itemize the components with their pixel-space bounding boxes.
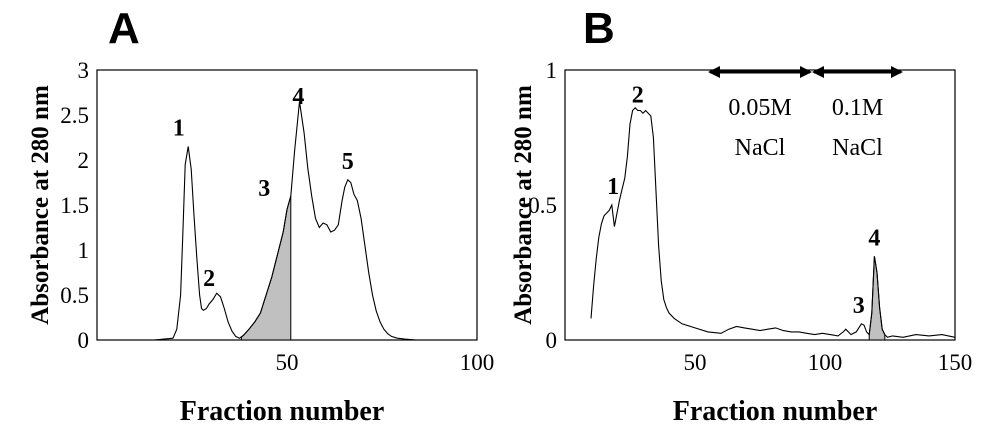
y-axis-title: Absorbance at 280 nm (27, 85, 54, 325)
annotation-concentration: 0.1M (832, 95, 883, 121)
peak-label: 2 (203, 266, 215, 292)
x-tick-label: 50 (684, 350, 707, 375)
series-line (97, 101, 477, 341)
peak-label: 3 (853, 293, 865, 319)
plot-frame (564, 69, 956, 341)
y-tick-label: 0.5 (60, 283, 89, 308)
peak-label: 5 (342, 149, 354, 175)
x-tick-label: 100 (460, 350, 495, 375)
x-tick-label: 50 (276, 350, 299, 375)
salt-gradient-annotations: 0.05M NaCl 0.1M NaCl (708, 66, 903, 161)
y-tick-label: 1 (78, 238, 90, 263)
arrow-head-left (812, 66, 824, 78)
y-tick-label: 1.5 (60, 193, 89, 218)
x-tick-label: 100 (808, 350, 843, 375)
arrow-head-right (800, 66, 812, 78)
y-tick-label: 0 (546, 328, 558, 353)
peak-labels: 1 2 3 4 (607, 82, 880, 319)
x-axis-title: Fraction number (673, 396, 878, 427)
y-tick-labels: 0 0.5 1 1.5 2 2.5 3 (60, 58, 89, 353)
peak-label: 2 (632, 82, 644, 108)
peak-label: 4 (292, 84, 304, 110)
y-tick-labels: 00.51 (528, 58, 557, 353)
peak-label: 1 (173, 116, 185, 142)
arrow-head-right (891, 66, 903, 78)
peak-labels: 1 2 3 4 5 (173, 84, 354, 292)
y-tick-label: 1 (546, 58, 558, 83)
y-tick-label: 2.5 (60, 103, 89, 128)
annotation-salt: NaCl (735, 135, 786, 161)
annotation-salt: NaCl (832, 135, 883, 161)
peak-label: 3 (258, 176, 270, 202)
annotation-concentration: 0.05M (728, 95, 791, 121)
peak-label: 4 (868, 226, 880, 252)
series-line (590, 107, 956, 338)
panel-label-a: A (108, 4, 140, 53)
arrow-head-left (708, 66, 720, 78)
y-axis-title: Absorbance at 280 nm (510, 85, 537, 325)
y-tick-label: 0.5 (528, 193, 557, 218)
x-tick-labels: 50 100 150 (684, 350, 973, 375)
panel-b: B Absorbance at 280 nm Fraction number 0… (510, 4, 972, 427)
y-tick-label: 3 (78, 58, 90, 83)
y-tick-label: 2 (78, 148, 90, 173)
panel-label-b: B (583, 4, 615, 53)
x-tick-label: 150 (938, 350, 973, 375)
shaded-peak-area (240, 195, 292, 341)
x-tick-labels: 50 100 (276, 350, 495, 375)
panel-a: A Absorbance at 280 nm Fraction number 0… (27, 4, 494, 427)
y-tick-label: 0 (78, 328, 90, 353)
peak-label: 1 (607, 174, 619, 200)
x-axis-title: Fraction number (180, 396, 385, 427)
